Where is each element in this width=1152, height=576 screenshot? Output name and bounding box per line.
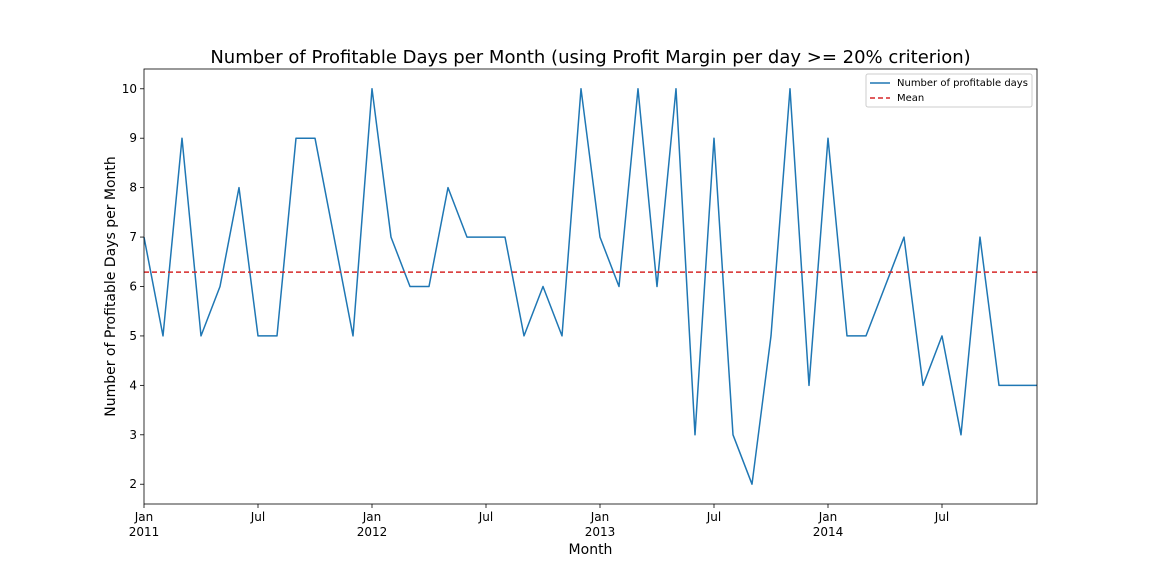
y-tick-label: 7 [129, 230, 137, 244]
x-tick-year-label: 2013 [585, 525, 616, 539]
x-tick-label: Jan [362, 510, 382, 524]
legend-label-mean: Mean [897, 93, 924, 104]
x-tick-year-label: 2014 [813, 525, 844, 539]
x-tick-year-label: 2011 [129, 525, 160, 539]
x-tick-label: Jul [478, 510, 493, 524]
series-layer [143, 88, 1038, 485]
series-line-profitable-days [143, 88, 1037, 485]
plot-frame [143, 68, 1038, 505]
x-axis-title: Month [569, 542, 613, 558]
y-axis: 2 3 4 5 6 7 8 9 10 [122, 82, 144, 491]
y-tick-label: 9 [129, 131, 137, 145]
x-tick-label: Jan [134, 510, 154, 524]
y-tick-label: 5 [129, 329, 137, 343]
y-tick-label: 4 [129, 378, 137, 392]
y-tick-label: 3 [129, 428, 137, 442]
legend-label-series: Number of profitable days [897, 78, 1028, 89]
x-tick-label: Jul [250, 510, 265, 524]
x-tick-label: Jul [934, 510, 949, 524]
y-tick-label: 8 [129, 181, 137, 195]
legend: Number of profitable days Mean [865, 73, 1033, 108]
x-tick-label: Jan [818, 510, 838, 524]
x-tick-label: Jul [706, 510, 721, 524]
y-tick-label: 2 [129, 477, 137, 491]
chart-title: Number of Profitable Days per Month (usi… [210, 47, 970, 68]
y-tick-label: 10 [122, 82, 137, 96]
x-tick-year-label: 2012 [357, 525, 388, 539]
legend-box [865, 73, 1033, 108]
x-tick-label: Jan [590, 510, 610, 524]
y-axis-title: Number of Profitable Days per Month [103, 156, 119, 417]
y-tick-label: 6 [129, 280, 137, 294]
